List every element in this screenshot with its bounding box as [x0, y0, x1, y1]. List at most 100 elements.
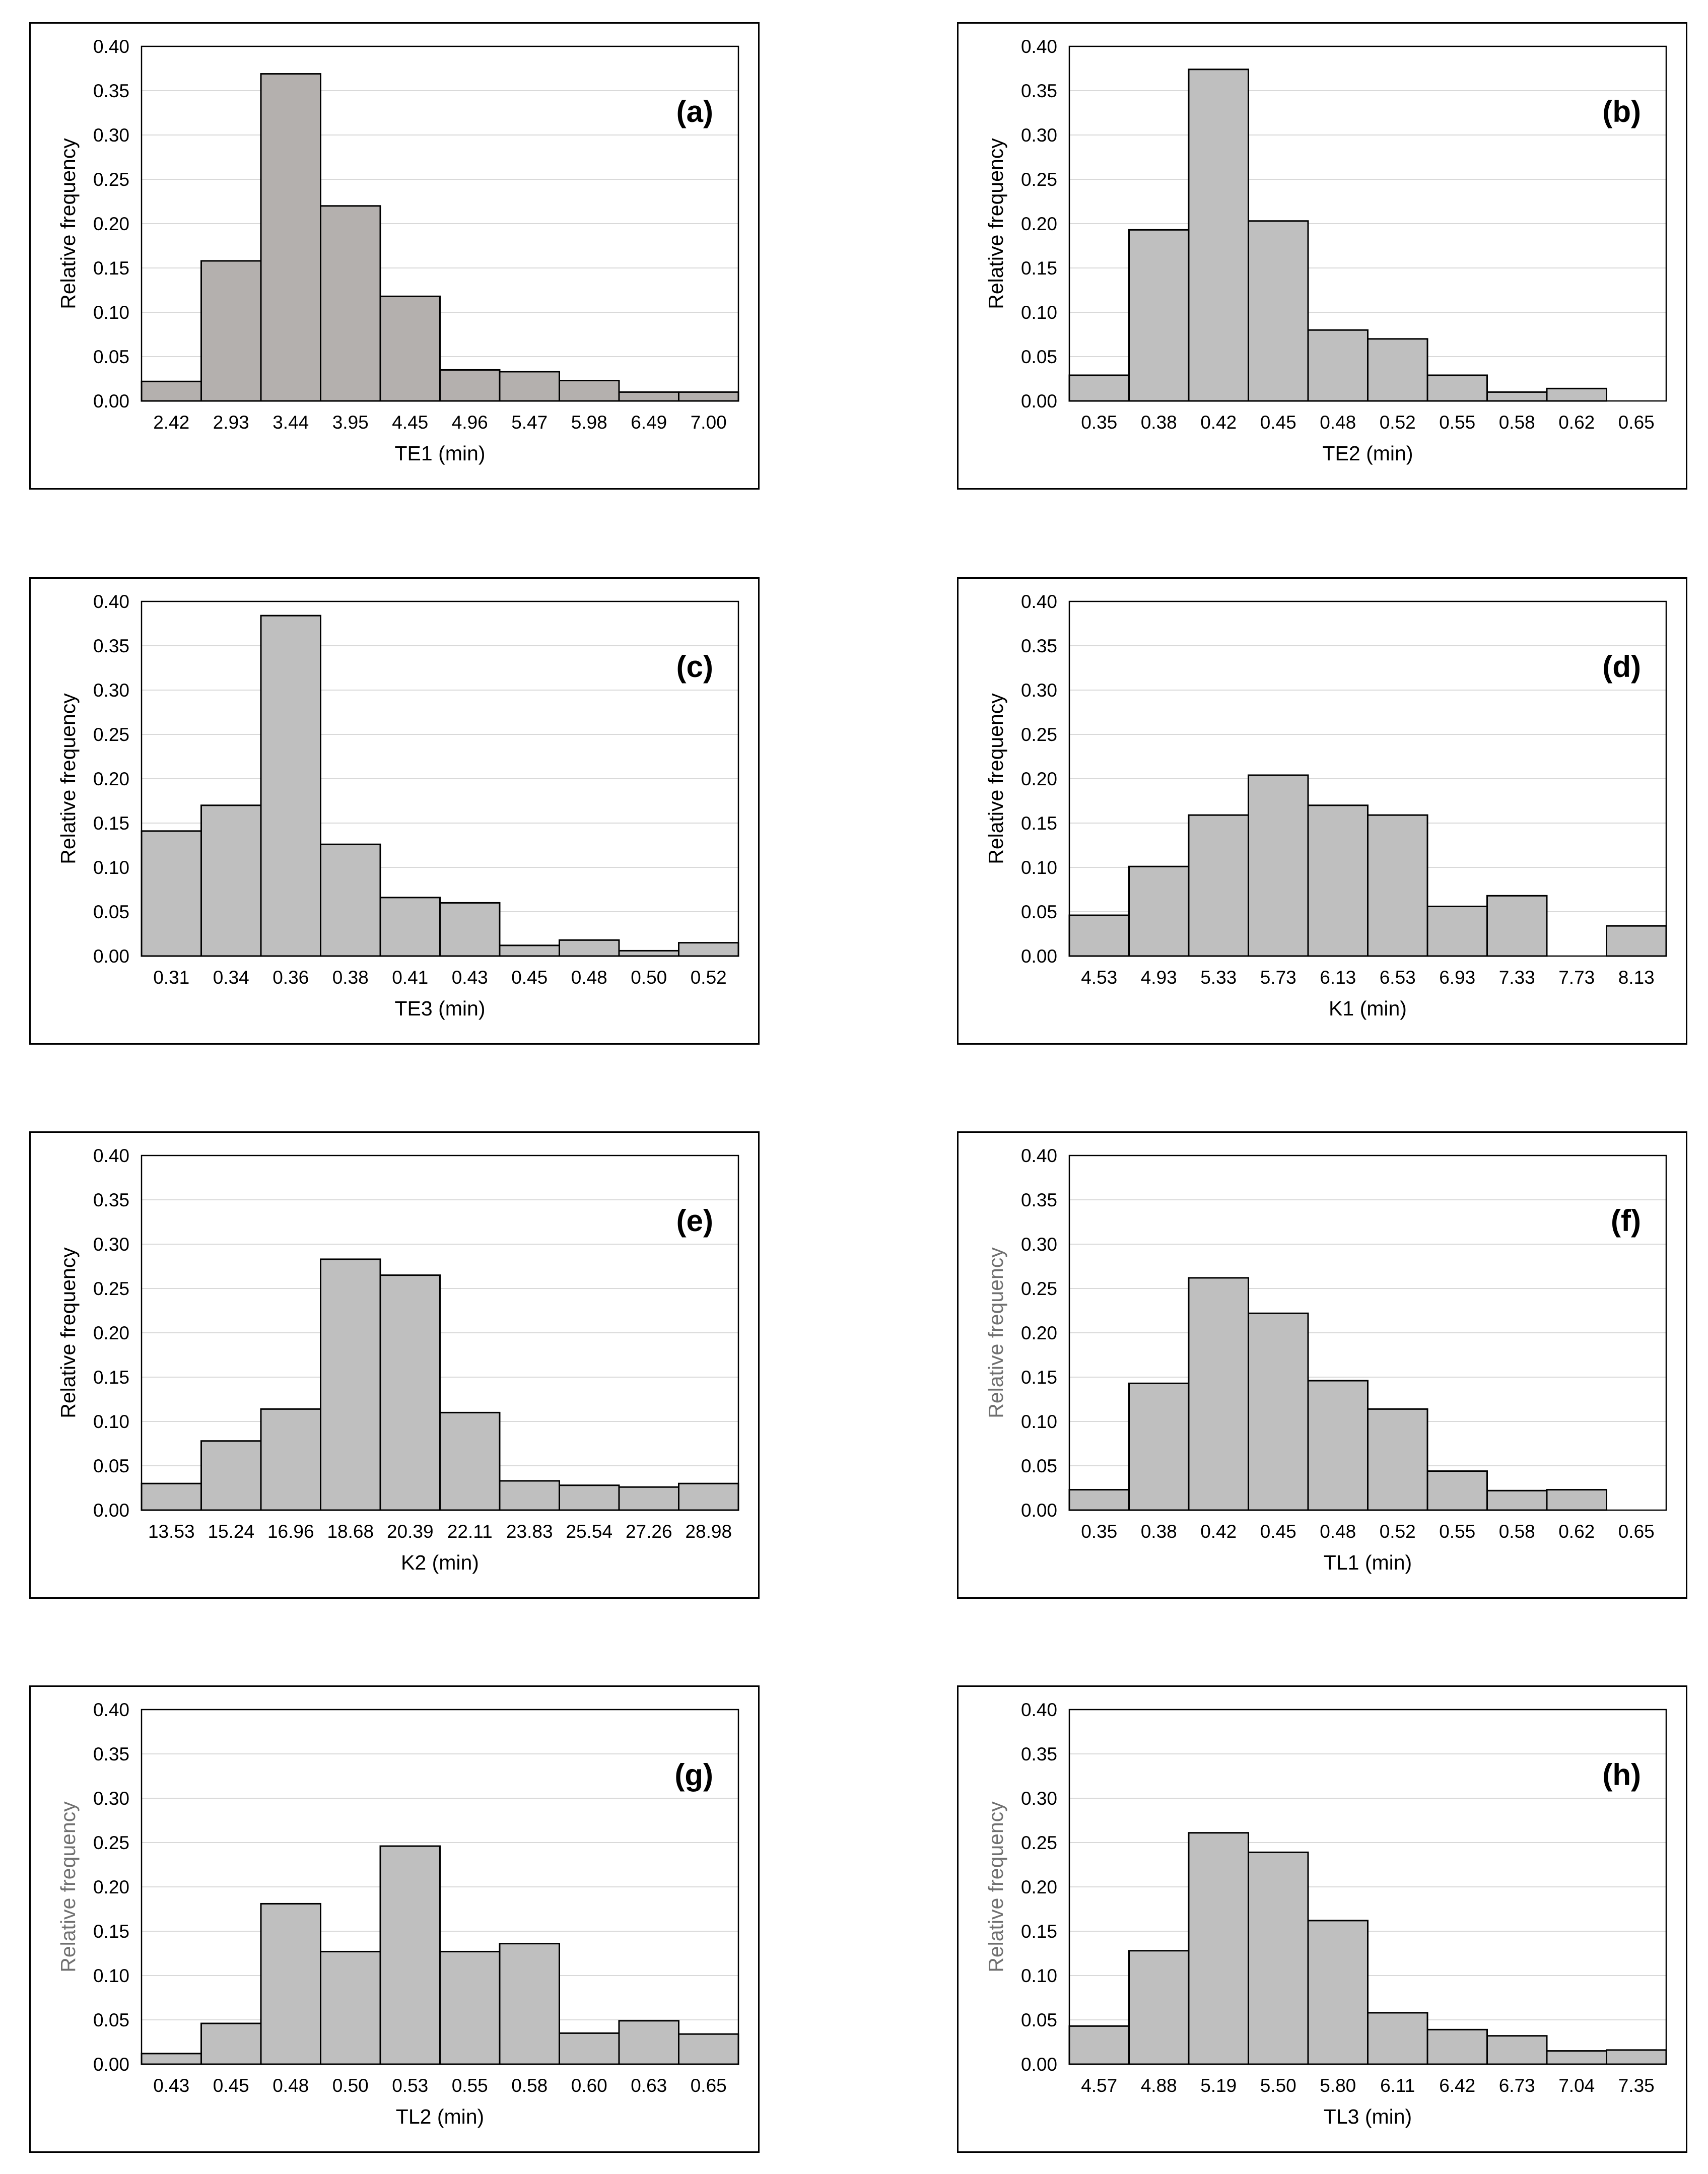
histogram-bar: [1426, 1470, 1488, 1511]
x-axis-title: TE2 (min): [1323, 442, 1413, 465]
histogram-bar: [499, 944, 560, 957]
x-tick-label: 0.62: [1558, 1521, 1595, 1542]
y-tick-label: 0.20: [93, 1877, 129, 1897]
histogram-bar: [379, 295, 441, 402]
histogram-bar: [320, 1258, 381, 1511]
y-tick-label: 0.35: [93, 81, 129, 101]
chart-svg: 0.00 0.05 0.10 0.15 0.20 0.25 0.30 0.35 0.40 4.53…: [984, 591, 1667, 1020]
histogram-bar: [559, 939, 620, 957]
y-tick-label: 0.40: [1021, 591, 1057, 612]
x-tick-label: 3.44: [272, 412, 309, 433]
x-tick-label: 7.33: [1499, 967, 1535, 988]
histogram-panel-f: 0.00 0.05 0.10 0.15 0.20 0.25 0.30 0.35 0.40 0.35…: [957, 1131, 1687, 1599]
x-tick-label: 7.00: [691, 412, 727, 433]
y-tick-label: 0.15: [93, 1367, 129, 1388]
chart-svg: 0.00 0.05 0.10 0.15 0.20 0.25 0.30 0.35 0.40 0.35…: [984, 36, 1667, 465]
x-tick-label: 0.45: [213, 2075, 249, 2096]
x-tick-label: 6.93: [1439, 967, 1475, 988]
y-tick-label: 0.00: [93, 946, 129, 967]
histogram-bar: [200, 260, 262, 402]
y-tick-label: 0.20: [93, 1323, 129, 1343]
chart-svg: 0.00 0.05 0.10 0.15 0.20 0.25 0.30 0.35 0.40 0.31…: [56, 591, 739, 1020]
x-axis-title: TE3 (min): [395, 997, 486, 1020]
x-tick-label: 0.45: [511, 967, 548, 988]
y-tick-label: 0.25: [1021, 1832, 1057, 1853]
histogram-bar: [1068, 374, 1130, 402]
y-tick-label: 0.25: [93, 724, 129, 745]
y-tick-label: 0.20: [1021, 769, 1057, 789]
histogram-panel-h: 0.00 0.05 0.10 0.15 0.20 0.25 0.30 0.35 0.40 4.57…: [957, 1685, 1687, 2153]
x-tick-label: 5.80: [1320, 2075, 1356, 2096]
histogram-bar: [1188, 1832, 1249, 2065]
x-tick-label: 0.48: [1320, 1521, 1356, 1542]
y-tick-label: 0.05: [93, 1456, 129, 1476]
histogram-bar: [1188, 814, 1249, 957]
histogram-bar: [1486, 895, 1548, 957]
histogram-bar: [260, 615, 321, 957]
x-tick-label: 6.13: [1320, 967, 1356, 988]
y-tick-label: 0.15: [93, 813, 129, 834]
histogram-bar: [499, 1480, 560, 1511]
x-tick-label: 0.55: [1439, 1521, 1475, 1542]
y-tick-label: 0.10: [93, 857, 129, 878]
x-tick-label: 0.55: [1439, 412, 1475, 433]
panel-label: (a): [676, 95, 713, 128]
x-tick-label: 4.53: [1081, 967, 1117, 988]
y-tick-label: 0.05: [93, 902, 129, 922]
y-tick-label: 0.15: [1021, 1367, 1057, 1388]
histogram-bar: [1426, 2028, 1488, 2065]
y-tick-label: 0.30: [93, 1234, 129, 1255]
y-tick-label: 0.40: [1021, 1700, 1057, 1720]
x-axis-title: TL3 (min): [1324, 2105, 1412, 2128]
y-tick-label: 0.00: [1021, 391, 1057, 412]
y-tick-label: 0.05: [1021, 347, 1057, 367]
y-tick-label: 0.10: [1021, 1965, 1057, 1986]
y-tick-label: 0.10: [93, 1965, 129, 1986]
plot-frame: [1068, 45, 1667, 402]
y-tick-label: 0.20: [93, 769, 129, 789]
x-tick-label: 0.45: [1260, 1521, 1296, 1542]
x-tick-label: 5.98: [571, 412, 607, 433]
histogram-bar: [1486, 2035, 1548, 2065]
x-tick-label: 5.33: [1200, 967, 1237, 988]
x-tick-label: 0.45: [1260, 412, 1296, 433]
y-tick-label: 0.30: [1021, 1788, 1057, 1809]
x-tick-label: 0.43: [153, 2075, 189, 2096]
histogram-bar: [1248, 220, 1309, 402]
panel-label: (d): [1602, 650, 1641, 684]
y-tick-label: 0.05: [93, 347, 129, 367]
y-tick-label: 0.20: [1021, 214, 1057, 234]
chart-svg: 0.00 0.05 0.10 0.15 0.20 0.25 0.30 0.35 0.40 0.35…: [984, 1145, 1667, 1574]
x-axis-title: K2 (min): [401, 1551, 479, 1574]
plot-frame: [141, 45, 739, 402]
x-tick-label: 20.39: [387, 1521, 434, 1542]
histogram-bar: [320, 205, 381, 402]
y-axis-title: Relative frequency: [984, 1801, 1007, 1973]
x-tick-label: 4.45: [392, 412, 428, 433]
histogram-bar: [1307, 1920, 1369, 2065]
x-tick-label: 6.49: [631, 412, 667, 433]
histogram-bar: [1367, 338, 1428, 402]
x-axis-title: K1 (min): [1329, 997, 1407, 1020]
plot-frame: [1068, 1709, 1667, 2065]
histogram-bar: [320, 1950, 381, 2065]
x-tick-label: 18.68: [327, 1521, 374, 1542]
y-tick-label: 0.25: [93, 1832, 129, 1853]
histogram-bar: [141, 1482, 202, 1511]
x-tick-label: 16.96: [267, 1521, 314, 1542]
histogram-bar: [618, 949, 679, 957]
histogram-bar: [1367, 1408, 1428, 1511]
y-tick-label: 0.25: [1021, 1278, 1057, 1299]
histogram-bar: [618, 391, 679, 402]
y-tick-label: 0.10: [1021, 1411, 1057, 1432]
plot-frame: [141, 1154, 739, 1511]
histogram-bar: [1367, 2012, 1428, 2065]
histogram-bar: [559, 1484, 620, 1511]
y-tick-label: 0.20: [93, 214, 129, 234]
histogram-bar: [1307, 1380, 1369, 1511]
y-tick-label: 0.40: [93, 1700, 129, 1720]
x-tick-label: 4.96: [452, 412, 488, 433]
histogram-bar: [141, 830, 202, 957]
x-tick-label: 6.11: [1380, 2075, 1415, 2096]
x-tick-label: 2.93: [213, 412, 249, 433]
